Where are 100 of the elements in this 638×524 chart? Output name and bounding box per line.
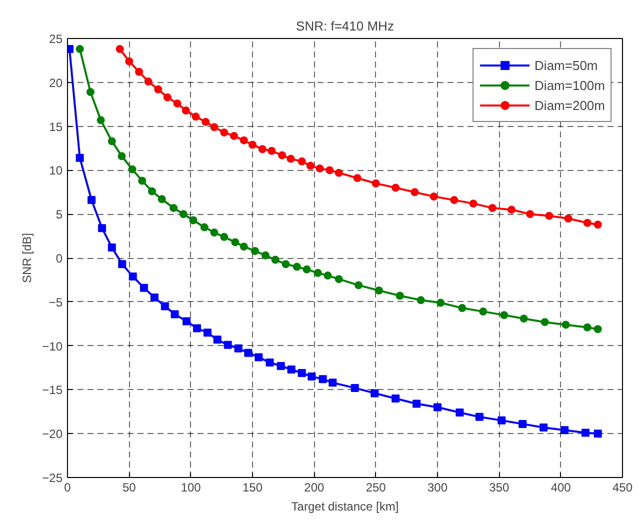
point: [108, 137, 116, 146]
point: [298, 157, 306, 166]
point: [170, 310, 179, 318]
x-tick-label: 150: [242, 480, 263, 494]
point: [392, 394, 400, 402]
x-tick-label: 50: [122, 480, 136, 494]
point: [203, 328, 212, 337]
y-tick-label: 0: [56, 252, 63, 266]
chart-title: SNR: f=410 MHz: [296, 18, 394, 34]
point: [540, 318, 549, 326]
point: [76, 45, 84, 54]
point: [179, 210, 188, 218]
legend-label: Diam=50m: [534, 58, 598, 72]
point: [108, 243, 116, 252]
point: [450, 196, 458, 204]
point: [88, 196, 96, 204]
point: [334, 168, 343, 177]
point: [353, 174, 362, 182]
point: [76, 154, 84, 162]
point: [261, 251, 270, 260]
point: [594, 220, 602, 229]
point: [508, 206, 516, 214]
point: [240, 136, 248, 144]
point: [154, 85, 162, 94]
point: [220, 128, 228, 136]
point: [118, 260, 126, 268]
point: [160, 302, 169, 310]
y-tick-label: −5: [48, 295, 63, 310]
point: [306, 162, 314, 170]
x-tick-label: 250: [366, 480, 386, 494]
point: [354, 281, 363, 290]
point: [594, 325, 602, 334]
y-tick-label: −15: [42, 383, 63, 398]
y-tick-label: 5: [56, 208, 63, 222]
point: [140, 284, 148, 292]
point: [416, 296, 425, 304]
point: [458, 304, 466, 312]
point: [564, 214, 572, 222]
point: [189, 216, 198, 224]
point: [350, 384, 359, 392]
point: [287, 366, 296, 374]
point: [370, 389, 379, 398]
point: [475, 412, 484, 421]
point: [128, 165, 136, 174]
y-tick-label: 10: [49, 164, 63, 178]
point: [286, 154, 295, 163]
point: [469, 200, 478, 208]
point: [292, 262, 301, 271]
point: [248, 140, 256, 149]
point: [230, 132, 238, 140]
point: [128, 272, 137, 280]
point: [96, 116, 105, 124]
x-tick-label: 450: [612, 480, 633, 494]
x-tick-label: 100: [180, 480, 202, 494]
y-axis-title: SNR [dB]: [20, 232, 34, 284]
point: [583, 218, 592, 227]
point: [170, 204, 178, 212]
point: [258, 145, 266, 154]
point: [240, 242, 248, 251]
point: [138, 176, 146, 185]
point: [213, 336, 222, 344]
point: [314, 268, 322, 277]
point: [500, 311, 508, 320]
point: [118, 152, 126, 160]
point: [192, 112, 200, 121]
point: [540, 423, 548, 432]
y-tick-label: 20: [49, 76, 63, 90]
point: [224, 340, 232, 349]
point: [560, 426, 569, 434]
point: [326, 166, 334, 174]
point: [410, 188, 419, 196]
point: [98, 224, 106, 232]
x-tick-label: 300: [427, 480, 448, 494]
point: [520, 314, 528, 323]
point: [150, 294, 158, 302]
point: [144, 78, 152, 86]
point: [372, 179, 380, 188]
point: [498, 416, 506, 424]
x-tick-label: 400: [550, 480, 572, 494]
point: [193, 324, 201, 332]
point: [526, 210, 534, 218]
point: [86, 88, 94, 96]
point: [210, 228, 218, 237]
point: [298, 369, 306, 378]
point: [148, 187, 156, 196]
point: [318, 375, 327, 384]
point: [158, 195, 166, 204]
point: [374, 286, 383, 294]
point: [200, 223, 208, 232]
point: [594, 430, 602, 438]
point: [430, 192, 438, 201]
point: [396, 292, 404, 300]
point: [234, 344, 242, 352]
point: [278, 151, 286, 160]
x-tick-label: 350: [489, 480, 510, 494]
y-tick-label: −20: [42, 427, 63, 442]
point: [412, 400, 421, 408]
x-tick-label: 0: [64, 480, 72, 494]
point: [282, 260, 290, 268]
point: [125, 57, 134, 66]
